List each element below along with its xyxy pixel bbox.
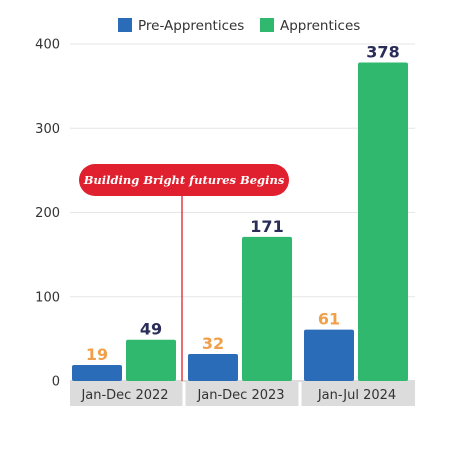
category-label: Jan-Jul 2024 bbox=[317, 388, 396, 403]
data-label: 32 bbox=[202, 334, 224, 353]
y-tick-label: 400 bbox=[35, 38, 60, 53]
y-tick-label: 200 bbox=[35, 206, 60, 221]
bar bbox=[242, 236, 292, 381]
legend-label: Pre-Apprentices bbox=[138, 18, 244, 34]
data-label: 171 bbox=[250, 217, 283, 236]
data-label: 61 bbox=[318, 310, 340, 329]
legend-swatch bbox=[118, 18, 132, 32]
category-label: Jan-Dec 2022 bbox=[80, 388, 168, 403]
legend-label: Apprentices bbox=[280, 18, 360, 34]
bar bbox=[358, 62, 408, 381]
category-label: Jan-Dec 2023 bbox=[196, 388, 284, 403]
annotation-pill bbox=[79, 164, 289, 196]
legend-swatch bbox=[260, 18, 274, 32]
y-tick-label: 100 bbox=[35, 290, 60, 305]
data-label: 378 bbox=[366, 43, 399, 62]
annotation-label: Building Bright futures Begins bbox=[83, 173, 285, 187]
category-band bbox=[70, 382, 415, 406]
bar bbox=[72, 364, 122, 381]
bar bbox=[126, 339, 176, 381]
bar bbox=[188, 354, 238, 381]
y-tick-label: 300 bbox=[35, 122, 60, 137]
data-label: 49 bbox=[140, 320, 162, 339]
y-tick-label: 0 bbox=[52, 375, 60, 390]
bar bbox=[304, 329, 354, 381]
data-label: 19 bbox=[86, 345, 108, 364]
